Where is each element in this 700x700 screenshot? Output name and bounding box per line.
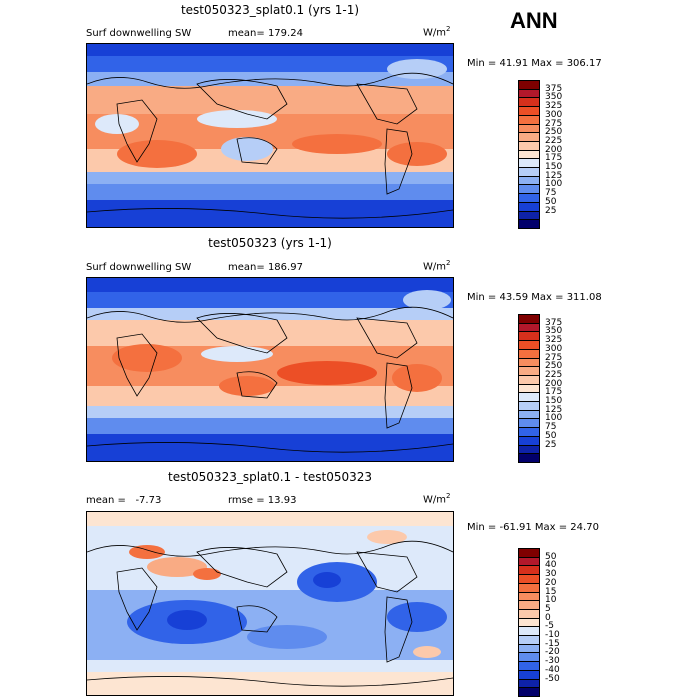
panel-1-map — [86, 43, 454, 228]
colorbar-label: 125 — [545, 404, 563, 415]
colorbar-label: 125 — [545, 170, 563, 181]
colorbar-label: 275 — [545, 352, 563, 363]
panel-1-units-base: W/m — [423, 27, 446, 39]
colorbar-cell — [518, 453, 540, 463]
panel-2-mean: mean= 186.97 — [228, 262, 303, 273]
colorbar-label: 20 — [545, 577, 557, 588]
colorbar-label: 5 — [545, 603, 551, 614]
colorbar-label: 175 — [545, 387, 563, 398]
colorbar-label: 40 — [545, 560, 557, 571]
panel-3-minmax: Min = -61.91 Max = 24.70 — [467, 522, 599, 533]
colorbar-label: 350 — [545, 326, 563, 337]
colorbar-label: -40 — [545, 664, 560, 675]
colorbar-label: 200 — [545, 378, 563, 389]
panel-2-minmax: Min = 43.59 Max = 311.08 — [467, 292, 602, 303]
colorbar-label: 225 — [545, 369, 563, 380]
colorbar-cell — [518, 219, 540, 229]
panel-2-field-label: Surf downwelling SW — [86, 262, 192, 273]
colorbar-label: 300 — [545, 109, 563, 120]
colorbar-label: 25 — [545, 205, 557, 216]
panel-3-units-base: W/m — [423, 494, 446, 506]
colorbar-label: 225 — [545, 135, 563, 146]
panel-2-units-base: W/m — [423, 261, 446, 273]
panel-2-units: W/m2 — [423, 259, 450, 272]
colorbar-label: 150 — [545, 162, 563, 173]
colorbar-label: 175 — [545, 153, 563, 164]
panel-3-map — [86, 511, 454, 696]
colorbar-label: 75 — [545, 422, 557, 433]
panel-1-colorbar: 375 350 325 300 275 250 225 200 175 150 125 100 75 50… — [518, 80, 578, 229]
panel-1-mean-value: 179.24 — [267, 28, 303, 39]
colorbar-label: 15 — [545, 586, 557, 597]
colorbar-label: 325 — [545, 101, 563, 112]
panel-3-units-exp: 2 — [446, 492, 451, 500]
panel-3-rmse-label: rmse = — [228, 495, 265, 506]
panel-2-units-exp: 2 — [446, 259, 451, 267]
panel-1-minmax: Min = 41.91 Max = 306.17 — [467, 58, 602, 69]
colorbar-label: 50 — [545, 430, 557, 441]
panel-3-colorbar: 50 40 30 20 15 10 5 0 -5 -10 -15 -20 -30 -40 -50 — [518, 548, 578, 697]
colorbar-label: 100 — [545, 413, 563, 424]
panel-1-units: W/m2 — [423, 25, 450, 38]
panel-2-map — [86, 277, 454, 462]
panel-2-mean-label: mean= — [228, 262, 265, 273]
panel-3-units: W/m2 — [423, 492, 450, 505]
colorbar-label: 200 — [545, 144, 563, 155]
colorbar-label: -30 — [545, 656, 560, 667]
colorbar-label: 250 — [545, 127, 563, 138]
panel-1-mean-label: mean= — [228, 28, 265, 39]
season-label: ANN — [510, 8, 558, 33]
colorbar-label: 300 — [545, 343, 563, 354]
colorbar-label: -20 — [545, 647, 560, 658]
panel-3-rmse: rmse = 13.93 — [228, 495, 296, 506]
colorbar-label: 150 — [545, 396, 563, 407]
panel-3-title: test050323_splat0.1 - test050323 — [167, 470, 372, 484]
colorbar-label: 50 — [545, 196, 557, 207]
panel-3-rmse-value: 13.93 — [267, 495, 297, 506]
panel-1-field-label: Surf downwelling SW — [86, 28, 192, 39]
colorbar-label: 325 — [545, 335, 563, 346]
colorbar-label: 100 — [545, 179, 563, 190]
colorbar-label: 375 — [545, 317, 563, 328]
panel-2-title: test050323 (yrs 1-1) — [208, 236, 332, 250]
colorbar-label: 25 — [545, 439, 557, 450]
colorbar-label: 10 — [545, 595, 557, 606]
colorbar-label: 350 — [545, 92, 563, 103]
panel-2-mean-value: 186.97 — [267, 262, 303, 273]
colorbar-label: -10 — [545, 630, 560, 641]
panel-1-mean: mean= 179.24 — [228, 28, 303, 39]
panel-1-units-exp: 2 — [446, 25, 451, 33]
colorbar-label: 0 — [545, 612, 551, 623]
colorbar-label: 30 — [545, 569, 557, 580]
colorbar-cell — [518, 687, 540, 697]
colorbar-label: 75 — [545, 188, 557, 199]
colorbar-label: 375 — [545, 83, 563, 94]
colorbar-label: -50 — [545, 673, 560, 684]
panel-3-mean: mean = -7.73 — [86, 495, 162, 506]
panel-1-title: test050323_splat0.1 (yrs 1-1) — [180, 3, 360, 17]
colorbar-label: 275 — [545, 118, 563, 129]
colorbar-label: 50 — [545, 551, 557, 562]
panel-2-colorbar: 375 350 325 300 275 250 225 200 175 150 125 100 75 50… — [518, 314, 578, 463]
colorbar-label: -5 — [545, 621, 554, 632]
colorbar-label: 250 — [545, 361, 563, 372]
colorbar-label: -15 — [545, 638, 560, 649]
